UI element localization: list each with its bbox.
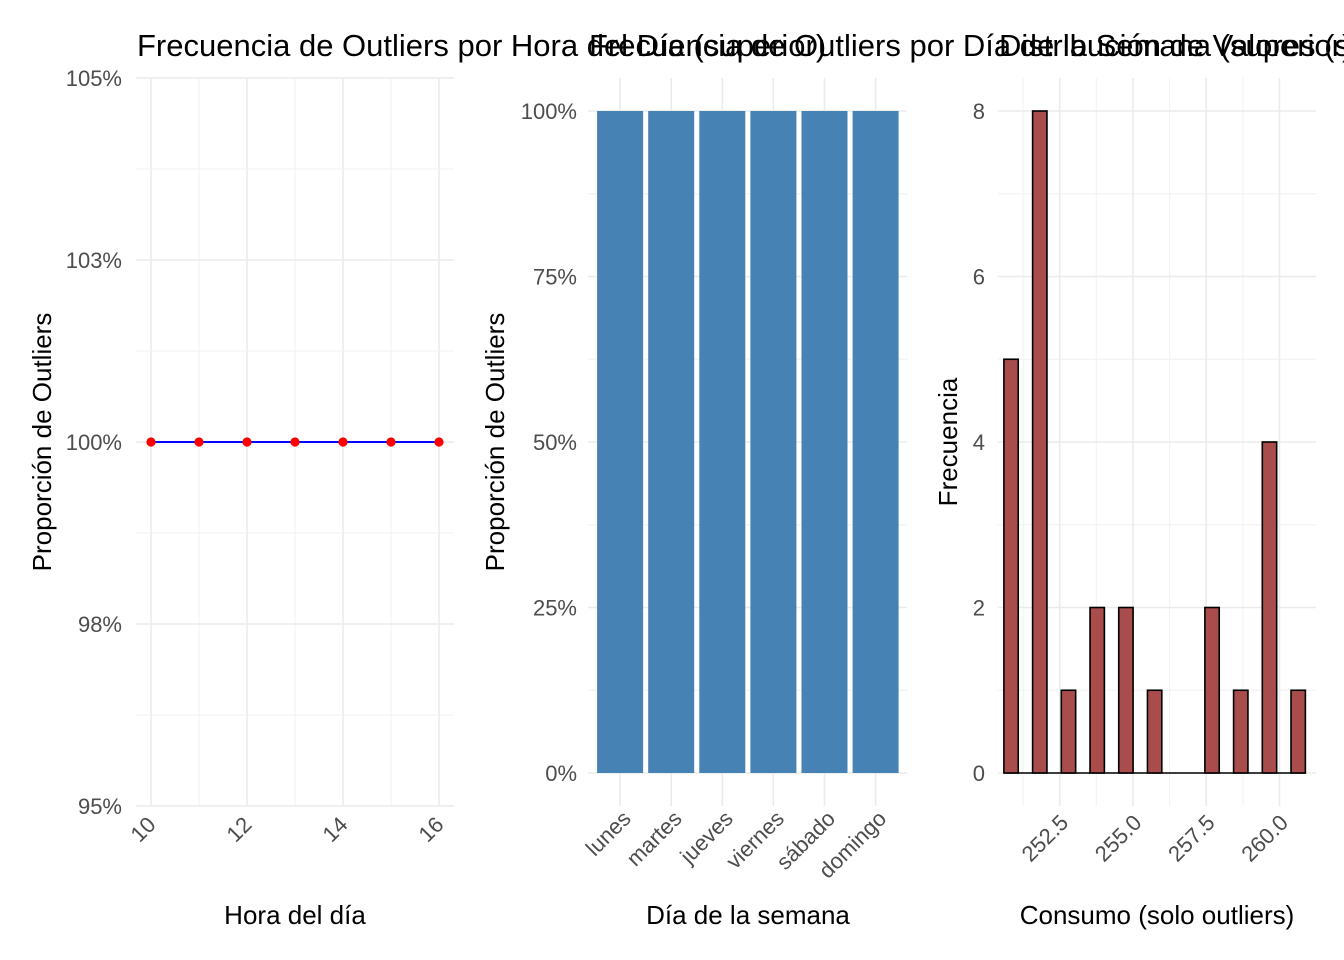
histogram-bar-3 <box>1089 606 1106 774</box>
data-point <box>338 437 348 447</box>
y-tick-label: 95% <box>78 794 122 819</box>
weekday-outlier-bar-chart: 0%25%50%75%100%lunesmartesjuevesvierness… <box>480 78 907 930</box>
data-point <box>194 437 204 447</box>
y-axis-label: Proporción de Outliers <box>27 313 57 572</box>
x-tick-label: 257.5 <box>1163 810 1220 867</box>
data-point <box>434 437 444 447</box>
histogram-bar-9 <box>1261 441 1278 774</box>
bar-5 <box>852 111 899 773</box>
y-tick-label: 4 <box>973 430 985 455</box>
bar-2 <box>699 111 746 773</box>
y-tick-label: 0% <box>545 761 577 786</box>
chart-title-weekday: Frecuencia de Outliers por Día de la Sem… <box>589 28 1344 63</box>
y-tick-label: 98% <box>78 612 122 637</box>
histogram-bar-0 <box>1003 358 1020 774</box>
x-tick-label: 14 <box>318 812 353 847</box>
x-tick-label: martes <box>622 806 687 871</box>
bar-3 <box>750 111 797 773</box>
y-tick-label: 6 <box>973 265 985 290</box>
y-tick-label: 8 <box>973 99 985 124</box>
hour-outlier-line-chart: 95% 98% 100% 103% 105% 10 12 14 16 Hora del día Pr… <box>27 66 454 930</box>
outlier-value-histogram: 0 2 4 6 8 252.5 255.0 257.5 260.0 Consumo (solo o… <box>933 78 1316 930</box>
x-axis-label: Hora del día <box>224 900 366 930</box>
y-tick-label: 50% <box>533 430 577 455</box>
histogram-bar-8 <box>1232 689 1249 774</box>
y-tick-label: 103% <box>66 248 122 273</box>
y-tick-label: 75% <box>533 265 577 290</box>
x-axis-label: Día de la semana <box>646 900 850 930</box>
x-axis-label: Consumo (solo outliers) <box>1020 900 1295 930</box>
x-tick-label: 12 <box>222 812 257 847</box>
chart-title-hour: Frecuencia de Outliers por Hora del Día … <box>137 28 826 63</box>
y-tick-label: 2 <box>973 596 985 621</box>
y-tick-label: 105% <box>66 66 122 91</box>
x-tick-label: 260.0 <box>1236 810 1293 867</box>
data-point <box>290 437 300 447</box>
x-tick-label: 255.0 <box>1090 810 1147 867</box>
data-point <box>146 437 156 447</box>
bar-0 <box>597 111 644 773</box>
chart-titles: Frecuencia de Outliers por Hora del Día … <box>137 28 1344 63</box>
histogram-bar-10 <box>1290 689 1307 774</box>
histogram-bar-5 <box>1146 689 1163 774</box>
y-tick-label: 0 <box>973 761 985 786</box>
y-tick-label: 25% <box>533 596 577 621</box>
y-axis-label: Frecuencia <box>933 377 963 506</box>
x-tick-label: 16 <box>414 812 449 847</box>
chart-title-histogram: Distribución de Valores (superior) <box>999 28 1344 63</box>
x-tick-label: 10 <box>126 812 161 847</box>
data-point <box>242 437 252 447</box>
y-tick-label: 100% <box>521 99 577 124</box>
y-tick-label: 100% <box>66 430 122 455</box>
histogram-bar-1 <box>1031 110 1048 774</box>
data-point <box>386 437 396 447</box>
histogram-bar-7 <box>1204 606 1221 774</box>
histogram-bar-2 <box>1060 689 1077 774</box>
bar-4 <box>801 111 848 773</box>
histogram-bar-4 <box>1117 606 1134 774</box>
bar-1 <box>648 111 695 773</box>
y-axis-label: Proporción de Outliers <box>480 313 510 572</box>
x-tick-label: 252.5 <box>1017 810 1074 867</box>
